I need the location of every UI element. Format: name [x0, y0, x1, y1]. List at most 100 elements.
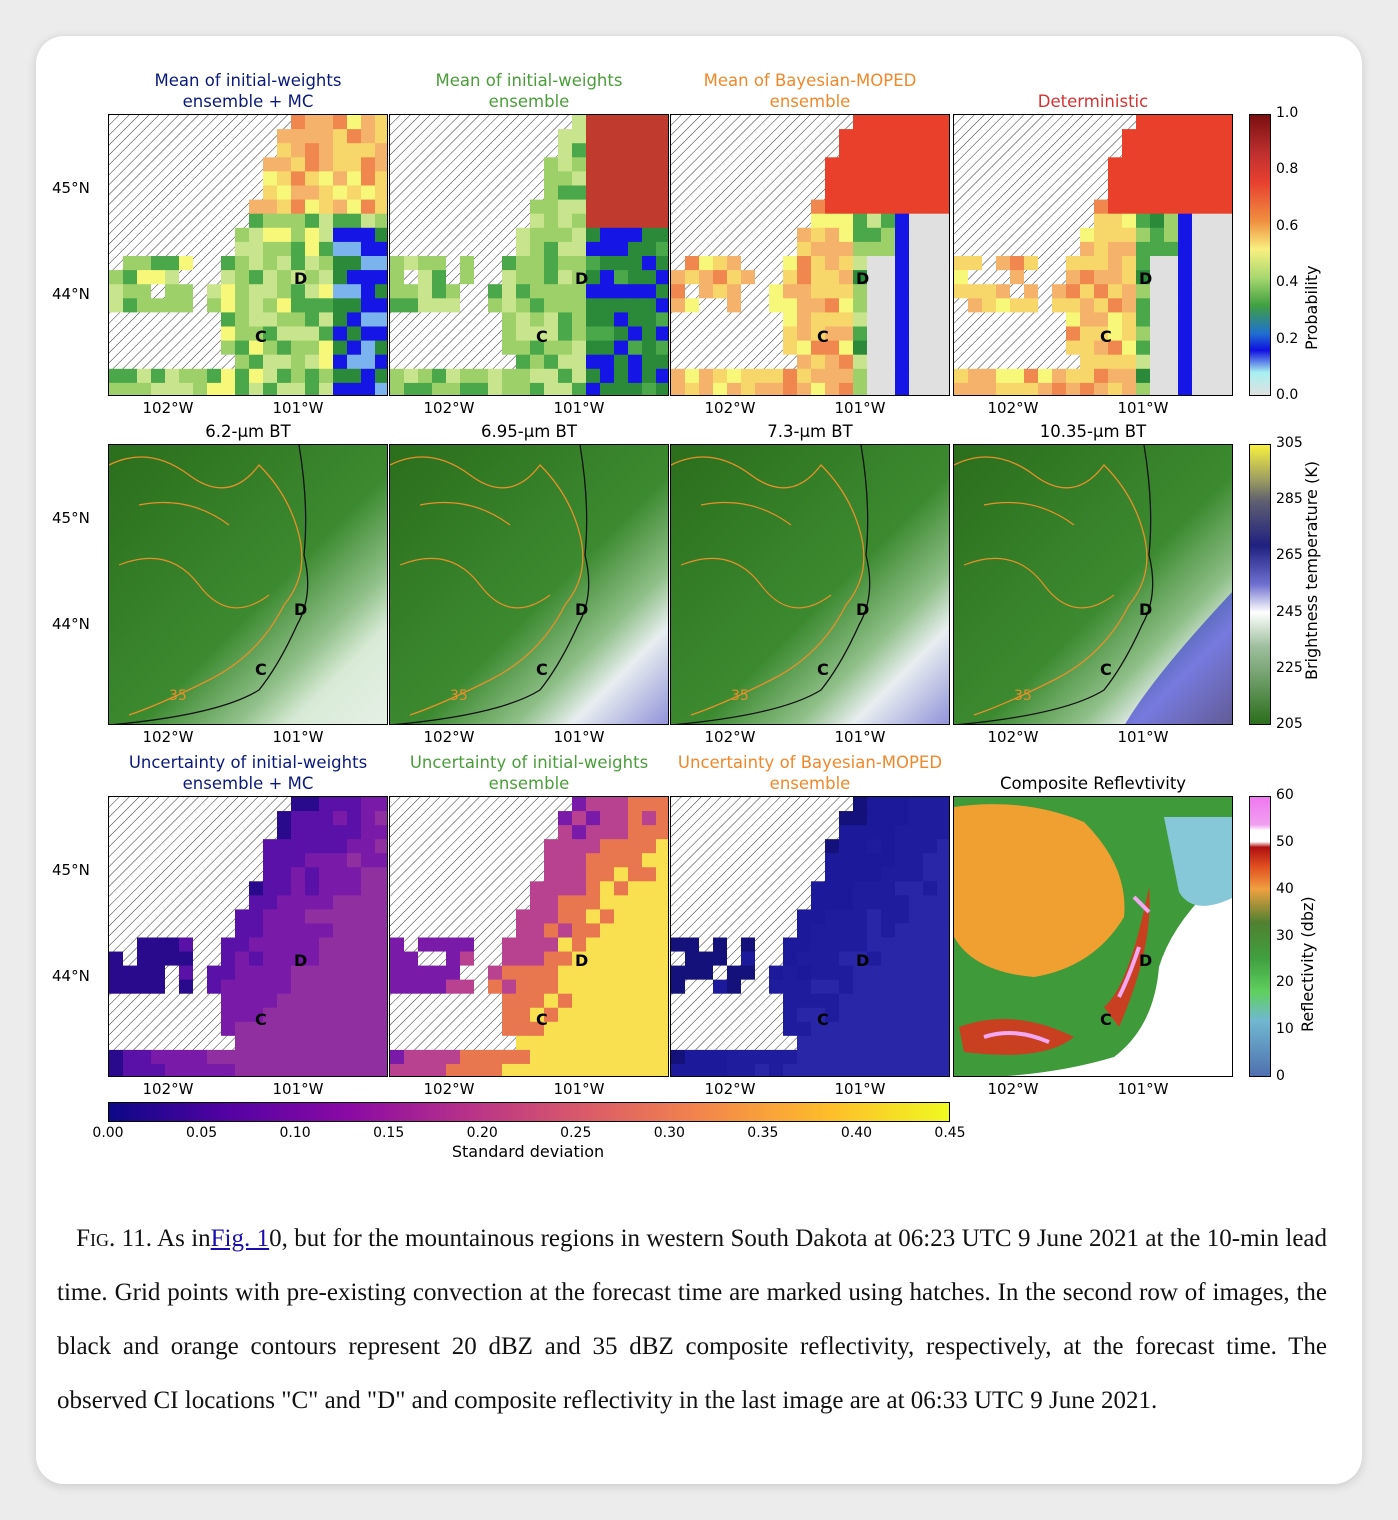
- figure-caption: Fig. 11. As inFig. 10, but for the mount…: [57, 1212, 1327, 1428]
- lon-tick-r1-3-0: 102°W: [704, 399, 756, 417]
- colorbar-row2-tick-3: 245: [1276, 603, 1303, 620]
- marker-d-r1-2: D: [575, 269, 589, 288]
- lon-tick-r2-1-1: 101°W: [272, 728, 324, 746]
- caption-fig-label: Fig. 11.: [76, 1225, 153, 1252]
- map-panel-r2-1: 35: [108, 444, 388, 725]
- colorbar-row1-tick-3: 0.4: [1276, 274, 1299, 291]
- hbar-tick-2: 0.10: [279, 1125, 311, 1141]
- marker-d-r3-2: D: [575, 951, 589, 970]
- contour-20dbz: [674, 445, 871, 724]
- hbar-tick-9: 0.45: [934, 1125, 966, 1141]
- panel-title-r2-4: 10.35-µm BT: [1039, 422, 1147, 441]
- title-line1: Uncertainty of initial-weights: [409, 753, 649, 772]
- marker-c-r2-1: C: [255, 660, 267, 679]
- marker-c-r1-4: C: [1100, 327, 1112, 346]
- colorbar-standard-deviation: [108, 1102, 950, 1122]
- marker-d-r2-1: D: [294, 600, 308, 619]
- refl-red: [959, 887, 1150, 1055]
- contour-35dbz-inner: [963, 502, 1115, 609]
- marker-d-r2-4: D: [1139, 600, 1153, 619]
- hbar-tick-6: 0.30: [653, 1125, 685, 1141]
- marker-c-r2-3: C: [817, 660, 829, 679]
- marker-c-r3-2: C: [536, 1010, 548, 1029]
- marker-d-r3-4: D: [1139, 951, 1153, 970]
- hbar-tick-0: 0.00: [92, 1125, 124, 1141]
- title-line2: ensemble: [488, 92, 570, 111]
- contour-20dbz: [393, 445, 590, 724]
- contour-35dbz-inner: [399, 502, 551, 609]
- hbar-label: Standard deviation: [451, 1142, 605, 1161]
- marker-c-r2-4: C: [1100, 660, 1112, 679]
- contour-20dbz: [112, 445, 309, 724]
- lon-tick-r3-4-1: 101°W: [1117, 1080, 1169, 1098]
- colorbar-row3-tick-6: 0: [1276, 1068, 1285, 1084]
- contour-20dbz: [957, 445, 1154, 724]
- lon-tick-r1-1-0: 102°W: [142, 399, 194, 417]
- lon-tick-r1-1-1: 101°W: [272, 399, 324, 417]
- contour-35dbz-inner: [680, 502, 832, 609]
- title-line1: Uncertainty of initial-weights: [128, 753, 368, 772]
- colorbar-row2: [1249, 444, 1271, 725]
- lon-tick-r1-3-1: 101°W: [834, 399, 886, 417]
- lon-tick-r3-1-1: 101°W: [272, 1080, 324, 1098]
- marker-d-r2-3: D: [856, 600, 870, 619]
- title-line2: ensemble + MC: [182, 774, 314, 793]
- lon-tick-r1-2-0: 102°W: [423, 399, 475, 417]
- colorbar-row2-tick-1: 285: [1276, 491, 1303, 508]
- panel-title-r3-1: Uncertainty of initial-weights ensemble +…: [88, 752, 408, 794]
- colorbar-row1-tick-5: 0.0: [1276, 387, 1299, 403]
- lat-tick-r1-0: 45°N: [52, 179, 90, 197]
- marker-d-r2-2: D: [575, 600, 589, 619]
- caption-text: 0, but for the mountainous regions in we…: [57, 1225, 1328, 1414]
- map-panel-r1-3: [670, 114, 950, 396]
- map-panel-r1-2: [389, 114, 669, 396]
- title-line1: Deterministic: [1037, 92, 1149, 111]
- hbar-tick-8: 0.40: [840, 1125, 873, 1141]
- refl-blue: [1164, 817, 1232, 906]
- lon-tick-r3-3-0: 102°W: [704, 1080, 756, 1098]
- colorbar-row1-tick-2: 0.6: [1276, 217, 1299, 234]
- lon-tick-r2-3-1: 101°W: [834, 728, 886, 746]
- hbar-tick-4: 0.20: [466, 1125, 498, 1141]
- title-line2: ensemble: [769, 92, 851, 111]
- marker-c-r3-1: C: [255, 1010, 267, 1029]
- title-line1: Mean of initial-weights: [154, 71, 342, 90]
- marker-c-r3-3: C: [817, 1010, 829, 1029]
- refl-magenta: [983, 895, 1151, 1044]
- colorbar-row2-tick-4: 225: [1276, 659, 1303, 676]
- colorbar-row1-label: Probability: [1302, 265, 1321, 350]
- colorbar-row3-tick-1: 50: [1276, 833, 1294, 850]
- panel-title-r1-3: Mean of Bayesian-MOPED ensemble: [650, 70, 970, 112]
- panel-title-r1-1: Mean of initial-weights ensemble + MC: [88, 70, 408, 112]
- colorbar-row1-tick-4: 0.2: [1276, 330, 1299, 347]
- panel-title-r1-4: Deterministic: [933, 91, 1253, 112]
- lat-tick-r2-0: 45°N: [52, 509, 90, 527]
- colorbar-row3-tick-5: 10: [1276, 1021, 1294, 1038]
- hbar-tick-5: 0.25: [560, 1125, 592, 1141]
- hbar-tick-7: 0.35: [747, 1125, 779, 1141]
- marker-c-r2-2: C: [536, 660, 548, 679]
- lon-tick-r2-2-0: 102°W: [423, 728, 475, 746]
- contour-35dbz: [954, 456, 1148, 716]
- title-line1: Mean of Bayesian-MOPED: [703, 71, 917, 90]
- refl-orange: [954, 804, 1125, 977]
- colorbar-row2-tick-5: 205: [1276, 716, 1303, 732]
- lon-tick-r1-4-0: 102°W: [987, 399, 1039, 417]
- marker-c-r3-4: C: [1100, 1010, 1112, 1029]
- marker-d-r1-3: D: [856, 269, 870, 288]
- colorbar-row1-tick-1: 0.8: [1276, 161, 1299, 178]
- colorbar-row3-tick-4: 20: [1276, 974, 1294, 991]
- colorbar-row2-tick-0: 305: [1276, 435, 1303, 451]
- colorbar-row2-label: Brightness temperature (K): [1302, 460, 1321, 680]
- panel-title-r3-4: Composite Reflevtivity: [933, 773, 1253, 794]
- title-line1: Mean of initial-weights: [435, 71, 623, 90]
- cold-cloud-region: [1125, 592, 1232, 724]
- caption-fig-link[interactable]: Fig. 1: [210, 1225, 270, 1252]
- panel-title-r2-3: 7.3-µm BT: [767, 422, 853, 441]
- map-panel-r3-2: [389, 796, 669, 1077]
- panel-title-r2-2: 6.95-µm BT: [481, 422, 577, 441]
- map-panel-r3-4: [953, 796, 1233, 1077]
- map-panel-r1-1: [108, 114, 388, 396]
- lat-tick-r1-1: 44°N: [52, 285, 90, 303]
- contour-label: 35: [731, 688, 749, 704]
